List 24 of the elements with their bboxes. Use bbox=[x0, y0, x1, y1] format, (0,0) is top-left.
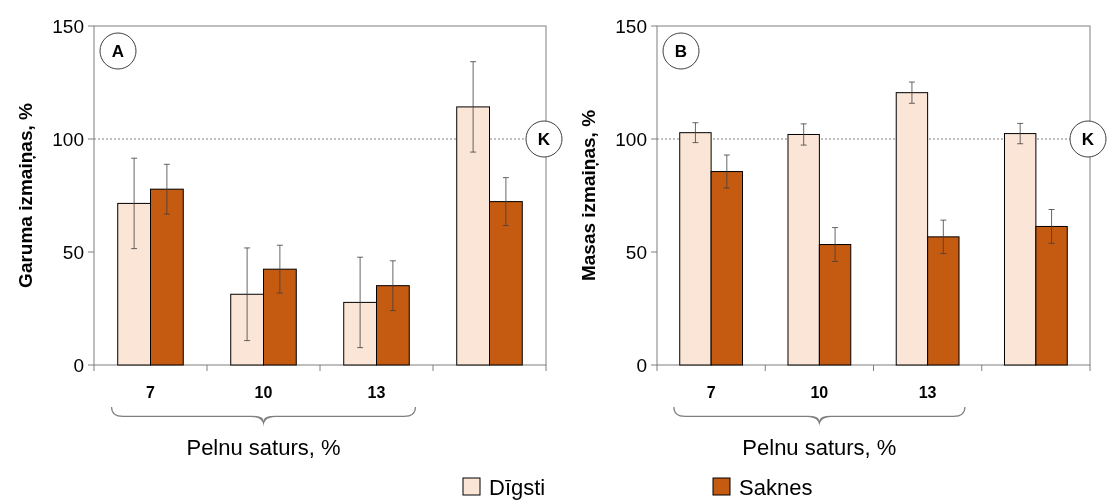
x-axis-title: Pelnu saturs, % bbox=[186, 435, 341, 460]
x-tick-label: 7 bbox=[146, 384, 156, 401]
y-tick-label: 100 bbox=[615, 128, 647, 150]
y-tick-label: 150 bbox=[52, 15, 84, 37]
legend-label: Dīgsti bbox=[489, 474, 546, 500]
x-tick-label: 13 bbox=[367, 384, 386, 401]
x-tick-label: 13 bbox=[918, 384, 937, 401]
ref-line-label: K bbox=[1081, 129, 1095, 149]
y-tick-label: 0 bbox=[73, 354, 84, 376]
ref-line-label: K bbox=[537, 129, 551, 149]
annotation: A bbox=[111, 41, 125, 61]
legend-label: Saknes bbox=[739, 474, 813, 500]
x-tick-label: 10 bbox=[254, 384, 273, 401]
y-tick-label: 100 bbox=[52, 128, 84, 150]
y-tick-label: 0 bbox=[636, 354, 647, 376]
y-axis-title: Masas izmaiņas, % bbox=[578, 109, 599, 282]
x-tick-label: 10 bbox=[810, 384, 829, 401]
y-tick-label: 50 bbox=[62, 241, 84, 263]
x-tick-label: 7 bbox=[706, 384, 716, 401]
annotation: B bbox=[674, 41, 688, 61]
x-axis-title: Pelnu saturs, % bbox=[742, 435, 897, 460]
y-axis-title: Garuma izmaiņas, % bbox=[15, 103, 36, 288]
y-tick-label: 50 bbox=[625, 241, 647, 263]
y-tick-label: 150 bbox=[615, 15, 647, 37]
